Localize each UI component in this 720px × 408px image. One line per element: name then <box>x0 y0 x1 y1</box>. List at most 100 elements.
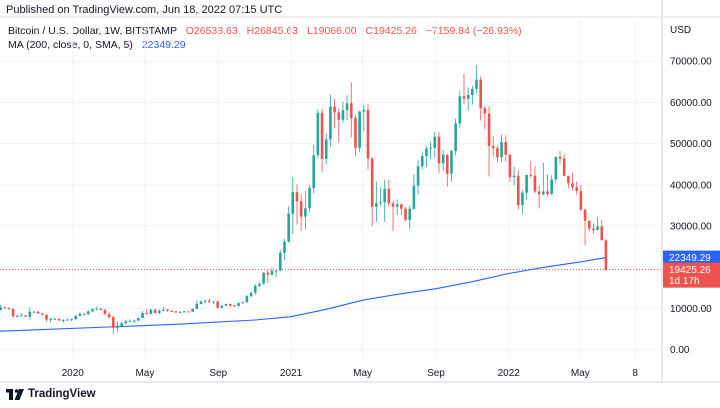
candle-body <box>391 203 395 207</box>
candle-body <box>279 252 282 271</box>
candle <box>220 305 224 309</box>
candle-body <box>496 148 499 158</box>
candle <box>358 110 361 152</box>
candle <box>587 220 591 232</box>
candle-body <box>24 315 27 317</box>
candle <box>575 181 579 195</box>
x-tick-label: May <box>353 368 372 379</box>
candle-body <box>550 179 553 194</box>
candle-body <box>262 272 265 284</box>
candle-body <box>233 305 236 307</box>
candle <box>441 149 445 171</box>
candle-body <box>420 156 424 167</box>
candle <box>162 306 165 312</box>
candle <box>542 162 545 196</box>
candle <box>475 65 478 93</box>
candle <box>228 303 232 308</box>
candle-body <box>224 303 228 306</box>
candle-body <box>237 303 240 307</box>
candle <box>395 199 399 215</box>
candle-body <box>149 309 153 314</box>
candle <box>324 132 328 165</box>
candle <box>529 160 533 178</box>
candle <box>320 109 324 173</box>
candle-body <box>370 158 374 207</box>
candle-body <box>475 79 478 89</box>
candle <box>153 309 157 314</box>
candle-body <box>383 188 386 203</box>
bar-countdown-label: 1d 17h <box>669 276 700 287</box>
x-tick-label: 8 <box>632 368 638 379</box>
candle <box>362 104 366 132</box>
x-tick-label: 2021 <box>280 368 303 379</box>
candle-body <box>274 270 278 272</box>
candle-body <box>579 191 583 210</box>
candle-body <box>504 141 508 155</box>
candle <box>345 95 349 121</box>
candle-body <box>162 309 165 311</box>
candle-body <box>604 240 608 270</box>
candle <box>191 308 194 312</box>
candle <box>103 309 107 315</box>
candle-body <box>316 112 320 156</box>
candle-body <box>471 88 474 96</box>
candle <box>149 308 153 315</box>
candle <box>600 219 604 241</box>
candle-body <box>395 204 399 207</box>
candle-body <box>295 192 299 202</box>
candle-body <box>416 166 420 186</box>
candle <box>45 314 48 322</box>
candle-body <box>554 156 558 180</box>
candle-body <box>400 204 403 209</box>
candle <box>24 315 27 318</box>
candle-body <box>571 183 574 188</box>
candle-body <box>304 208 307 217</box>
candle <box>253 284 257 295</box>
candle-body <box>575 187 579 192</box>
candle <box>182 310 186 313</box>
y-tick-label: 30000.00 <box>670 222 712 233</box>
candle-body <box>36 311 40 314</box>
candle-body <box>216 301 219 308</box>
candle-body <box>320 112 324 159</box>
candle-body <box>283 241 286 253</box>
candle-body <box>567 175 570 184</box>
candle-body <box>362 109 366 112</box>
candle <box>145 308 149 315</box>
candle-body <box>107 314 111 318</box>
candle-body <box>174 311 178 313</box>
candle-body <box>337 112 341 120</box>
candle <box>479 76 482 121</box>
candle-body <box>525 174 528 193</box>
candle <box>258 282 261 288</box>
y-tick-label: 60000.00 <box>670 98 712 109</box>
candle <box>195 300 199 309</box>
y-tick-label: 40000.00 <box>670 180 712 191</box>
y-tick-label: 0.00 <box>670 345 690 356</box>
candle-body <box>57 318 61 321</box>
candle <box>400 204 403 215</box>
candle <box>199 300 203 305</box>
candle-body <box>95 308 98 310</box>
currency-label: USD <box>670 25 691 36</box>
candle <box>116 321 119 332</box>
candle-body <box>15 315 19 317</box>
candle <box>487 106 491 177</box>
candle <box>157 309 161 315</box>
candle-body <box>0 307 2 311</box>
candle <box>249 292 253 297</box>
candle <box>579 184 583 211</box>
candle <box>61 318 65 323</box>
candle <box>375 181 378 222</box>
candle-body <box>153 309 157 314</box>
candle <box>82 313 86 316</box>
candle-body <box>145 313 149 315</box>
candle <box>408 205 412 229</box>
x-tick-label: Sep <box>427 368 445 379</box>
candle-body <box>546 191 549 194</box>
candle-body <box>66 319 69 321</box>
candle <box>458 90 462 128</box>
candle <box>241 301 245 304</box>
candle <box>433 131 437 158</box>
